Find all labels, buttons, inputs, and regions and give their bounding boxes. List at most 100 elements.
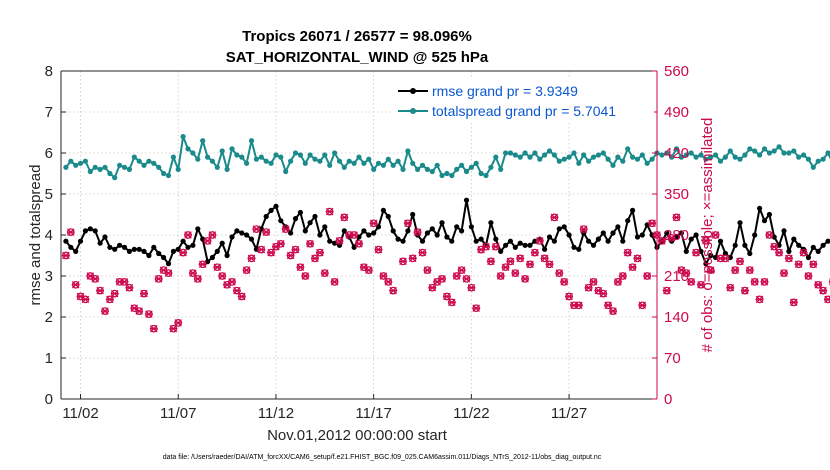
obs-assimilated-marker xyxy=(750,278,759,286)
data-point xyxy=(180,134,186,140)
obs-assimilated-marker xyxy=(355,240,363,248)
data-point xyxy=(678,154,685,160)
data-point xyxy=(141,248,147,254)
obs-assimilated-marker xyxy=(824,295,830,304)
data-point xyxy=(766,150,773,156)
obs-assimilated-marker xyxy=(149,324,158,333)
data-point xyxy=(757,152,763,158)
obs-assimilated-marker xyxy=(589,278,598,286)
obs-assimilated-marker xyxy=(609,307,617,315)
data-point xyxy=(478,236,484,242)
data-point xyxy=(791,148,797,154)
data-point xyxy=(488,220,494,226)
obs-assimilated-marker xyxy=(457,266,466,274)
obs-assimilated-marker xyxy=(125,283,134,292)
legend: rmse grand pr = 3.9349 totalspread grand… xyxy=(392,78,654,122)
data-point xyxy=(97,240,103,246)
right-tick-label: 420 xyxy=(664,145,689,162)
data-point xyxy=(180,238,186,244)
obs-assimilated-marker xyxy=(316,248,324,257)
data-point xyxy=(419,162,426,168)
data-point xyxy=(229,146,235,152)
data-point xyxy=(351,244,357,250)
series-totalspread xyxy=(63,134,830,181)
data-point xyxy=(752,148,758,154)
obs-assimilated-marker xyxy=(672,213,681,222)
obs-assimilated-marker xyxy=(164,269,173,277)
obs-assimilated-marker xyxy=(198,260,207,269)
data-point xyxy=(796,242,802,248)
data-point xyxy=(512,244,518,250)
right-tick-label: 280 xyxy=(664,227,689,244)
data-point xyxy=(727,148,733,154)
data-point xyxy=(634,156,641,162)
data-point xyxy=(576,246,582,252)
data-point xyxy=(278,218,284,224)
data-point xyxy=(263,158,269,164)
obs-assimilated-marker xyxy=(330,278,339,286)
obs-assimilated-marker xyxy=(784,254,793,263)
obs-assimilated-marker xyxy=(443,292,451,301)
left-axis-ticks: 0 1 2 3 4 5 6 7 8 xyxy=(45,63,66,408)
obs-assimilated-marker xyxy=(350,231,359,239)
data-point xyxy=(317,232,323,238)
data-point xyxy=(92,228,98,234)
obs-assimilated-marker xyxy=(687,278,696,286)
data-point xyxy=(801,152,807,158)
data-point xyxy=(463,168,470,175)
obs-assimilated-marker xyxy=(96,286,104,295)
data-point xyxy=(532,150,538,156)
data-point xyxy=(97,166,103,172)
legend-box xyxy=(392,78,654,122)
data-point xyxy=(307,220,313,226)
data-point xyxy=(796,154,802,160)
obs-assimilated-marker xyxy=(105,295,114,304)
obs-assimilated-marker xyxy=(721,254,730,263)
data-point xyxy=(815,248,821,254)
data-point xyxy=(288,158,294,164)
obs-assimilated-marker xyxy=(618,272,627,280)
obs-assimilated-marker xyxy=(482,242,490,251)
data-point xyxy=(263,213,269,220)
data-point xyxy=(292,150,299,156)
obs-assimilated-marker xyxy=(413,228,422,236)
data-point xyxy=(781,150,787,156)
left-tick-label: 5 xyxy=(45,186,53,203)
data-point xyxy=(63,164,69,170)
data-point xyxy=(375,224,382,230)
obs-assimilated-marker xyxy=(462,275,471,283)
obs-assimilated-marker xyxy=(418,248,427,257)
chart-title-line1: Tropics 26071 / 26577 = 98.096% xyxy=(242,28,472,45)
data-point xyxy=(434,232,440,238)
data-point xyxy=(781,228,787,234)
data-point xyxy=(161,254,167,261)
obs-assimilated-marker xyxy=(213,263,222,271)
left-tick-label: 4 xyxy=(45,227,53,244)
data-point xyxy=(605,156,611,162)
obs-assimilated-marker xyxy=(789,298,798,307)
data-point xyxy=(517,240,523,246)
obs-assimilated-marker xyxy=(286,251,295,260)
obs-assimilated-marker xyxy=(145,310,153,318)
obs-assimilated-marker xyxy=(516,254,525,263)
data-point xyxy=(473,160,479,166)
data-point xyxy=(312,213,318,220)
data-point xyxy=(77,238,84,244)
data-point xyxy=(717,158,724,164)
data-point xyxy=(542,152,548,158)
data-point xyxy=(175,246,181,252)
data-point xyxy=(419,238,426,244)
data-point xyxy=(595,236,602,242)
data-point xyxy=(195,156,201,162)
data-point xyxy=(678,230,685,236)
data-point xyxy=(248,236,255,242)
data-point xyxy=(141,162,147,168)
obs-assimilated-marker xyxy=(438,275,446,283)
data-point xyxy=(463,197,470,203)
data-point xyxy=(688,236,694,242)
obs-assimilated-marker xyxy=(799,248,808,257)
obs-assimilated-marker xyxy=(760,278,769,286)
data-point xyxy=(366,232,372,238)
obs-assimilated-marker xyxy=(697,281,705,289)
